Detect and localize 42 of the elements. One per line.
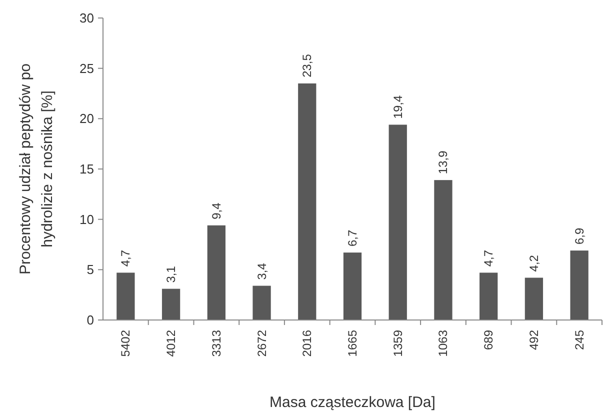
y-tick-label: 15 [80, 162, 94, 177]
bar [207, 225, 226, 320]
data-label: 4,2 [526, 254, 541, 272]
y-tick-label: 30 [80, 10, 94, 26]
data-label: 3,4 [254, 262, 269, 280]
bar [480, 272, 498, 320]
bar [162, 288, 180, 320]
x-tick-label: 245 [572, 330, 586, 350]
x-tick-label: 492 [526, 330, 541, 350]
x-tick-label: 4012 [164, 330, 178, 357]
data-label: 4,7 [482, 250, 496, 267]
x-tick-label: 1063 [436, 330, 450, 357]
data-label: 6,9 [572, 228, 586, 245]
data-label: 13,9 [436, 150, 450, 174]
bar [298, 83, 316, 320]
data-label: 23,5 [300, 54, 314, 78]
bar [343, 252, 362, 320]
y-tick-label: 10 [80, 212, 94, 227]
data-label: 9,4 [209, 202, 224, 220]
x-axis-title: Masa cząsteczkowa [Da] [270, 394, 436, 411]
data-label: 4,7 [118, 250, 133, 267]
data-label: 6,7 [346, 230, 360, 247]
bar [388, 124, 407, 320]
x-tick-label: 5402 [118, 330, 133, 357]
data-label: 19,4 [390, 95, 405, 119]
x-tick-label: 1665 [346, 330, 360, 357]
bar [252, 286, 271, 320]
x-tick-label: 1359 [390, 330, 405, 357]
y-axis-title: Procentowy udział peptydów po hydrolizie z nośnika [%] [17, 64, 56, 274]
y-tick-label: 25 [80, 60, 94, 76]
data-label: 3,1 [164, 266, 178, 283]
bar [570, 250, 588, 320]
y-tick-label: 5 [86, 262, 94, 278]
y-tick-label: 0 [86, 312, 94, 328]
x-tick-label: 689 [482, 330, 496, 350]
y-tick-label: 20 [80, 111, 94, 126]
bar [434, 180, 452, 320]
bar [116, 272, 135, 320]
x-tick-label: 2672 [254, 330, 269, 357]
bar [524, 278, 544, 320]
x-tick-label: 2016 [300, 330, 314, 357]
x-tick-label: 3313 [209, 330, 224, 357]
